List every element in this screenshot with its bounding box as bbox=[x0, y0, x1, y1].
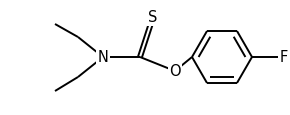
Text: S: S bbox=[148, 10, 158, 25]
Text: F: F bbox=[280, 50, 288, 65]
Text: N: N bbox=[97, 50, 108, 65]
Text: O: O bbox=[169, 64, 181, 79]
